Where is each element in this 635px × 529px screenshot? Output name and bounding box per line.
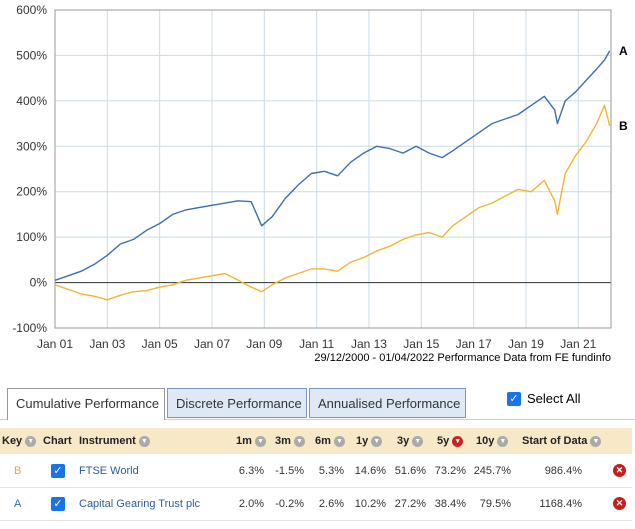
- cell-10y: 79.5%: [479, 498, 511, 510]
- chart-svg: 600% 500% 400% 300% 200% 100% 0% -100% Jan 01 Jan…: [12, 3, 628, 351]
- col-instrument[interactable]: Instrument ▼: [79, 428, 150, 454]
- x-tick-label: Jan 17: [456, 337, 492, 350]
- performance-chart: 600% 500% 400% 300% 200% 100% 0% -100% Jan 01 Jan…: [12, 3, 628, 351]
- sort-icon[interactable]: ▼: [333, 435, 345, 447]
- col-1m[interactable]: 1m ▼: [236, 428, 266, 454]
- cell-6m: 2.6%: [318, 498, 344, 510]
- x-tick-label: Jan 07: [194, 337, 230, 350]
- col-6m[interactable]: 6m ▼: [315, 428, 345, 454]
- tab-discrete-performance[interactable]: Discrete Performance: [167, 388, 307, 418]
- x-tick-label: Jan 05: [142, 337, 178, 350]
- x-tick-label: Jan 11: [299, 337, 334, 350]
- sort-icon[interactable]: ▼: [138, 435, 150, 447]
- table-row: A ✓ Capital Gearing Trust plc 2.0% -0.2%…: [0, 488, 632, 521]
- sort-icon[interactable]: ▼: [293, 435, 305, 447]
- remove-icon[interactable]: ✕: [613, 464, 626, 477]
- col-3m[interactable]: 3m ▼: [275, 428, 305, 454]
- cell-1y: 14.6%: [354, 465, 386, 477]
- cell-6m: 5.3%: [318, 465, 344, 477]
- sort-active-icon[interactable]: ▼: [452, 435, 464, 447]
- cell-1m: 6.3%: [238, 465, 264, 477]
- instrument-link[interactable]: Capital Gearing Trust plc: [79, 498, 201, 510]
- x-tick-label: Jan 09: [246, 337, 282, 350]
- cell-3y: 27.2%: [394, 498, 426, 510]
- cell-3m: -0.2%: [275, 498, 304, 510]
- table-header: Key ▼ Chart Instrument ▼ 1m ▼ 3m ▼ 6m ▼ 1y ▼ 3…: [0, 428, 632, 454]
- tab-divider: [0, 419, 635, 420]
- y-tick-label: 500%: [16, 48, 47, 62]
- cell-3y: 51.6%: [394, 465, 426, 477]
- x-tick-label: Jan 19: [508, 337, 544, 350]
- col-key[interactable]: Key ▼: [2, 428, 37, 454]
- select-all-label: Select All: [527, 391, 581, 406]
- sort-icon[interactable]: ▼: [412, 435, 424, 447]
- series-label-B: B: [619, 119, 628, 133]
- col-5y[interactable]: 5y ▼: [437, 428, 464, 454]
- series-line-A: [54, 50, 611, 281]
- select-all-control[interactable]: ✓ Select All: [507, 391, 580, 406]
- col-1y[interactable]: 1y ▼: [356, 428, 383, 454]
- plot-border: [54, 9, 612, 329]
- cell-5y: 73.2%: [434, 465, 466, 477]
- y-tick-label: -100%: [12, 321, 47, 335]
- cell-1m: 2.0%: [238, 498, 264, 510]
- series-label-A: A: [619, 44, 628, 58]
- cell-3m: -1.5%: [275, 465, 304, 477]
- tab-cumulative-performance[interactable]: Cumulative Performance: [7, 388, 165, 420]
- select-all-checkbox[interactable]: ✓: [507, 391, 521, 406]
- table-row: B ✓ FTSE World 6.3% -1.5% 5.3% 14.6% 51.…: [0, 455, 632, 488]
- y-tick-label: 400%: [16, 94, 47, 108]
- x-tick-label: Jan 03: [89, 337, 125, 350]
- row-key: A: [14, 498, 22, 510]
- instrument-link[interactable]: FTSE World: [79, 465, 139, 477]
- source-note: 29/12/2000 - 01/04/2022 Performance Data…: [314, 352, 611, 364]
- col-start-of-data[interactable]: Start of Data ▼: [522, 428, 602, 454]
- sort-icon[interactable]: ▼: [25, 435, 37, 447]
- chart-toggle-checkbox[interactable]: ✓: [51, 488, 65, 520]
- col-10y[interactable]: 10y ▼: [476, 428, 509, 454]
- y-tick-label: 0%: [30, 276, 48, 290]
- y-tick-label: 100%: [16, 230, 47, 244]
- cell-start-of-data: 986.4%: [544, 465, 582, 477]
- col-3y[interactable]: 3y ▼: [397, 428, 424, 454]
- cell-start-of-data: 1168.4%: [539, 498, 582, 510]
- sort-icon[interactable]: ▼: [371, 435, 383, 447]
- x-tick-label: Jan 15: [403, 337, 439, 350]
- tab-annualised-performance[interactable]: Annualised Performance: [309, 388, 466, 418]
- x-tick-label: Jan 13: [351, 337, 387, 350]
- cell-5y: 38.4%: [434, 498, 466, 510]
- x-tick-label: Jan 01: [37, 337, 73, 350]
- row-key: B: [14, 465, 22, 477]
- chart-toggle-checkbox[interactable]: ✓: [51, 455, 65, 487]
- cell-10y: 245.7%: [473, 465, 511, 477]
- y-tick-label: 600%: [16, 3, 47, 17]
- sort-icon[interactable]: ▼: [254, 435, 266, 447]
- sort-icon[interactable]: ▼: [497, 435, 509, 447]
- x-tick-label: Jan 21: [560, 337, 596, 350]
- cell-1y: 10.2%: [354, 498, 386, 510]
- series-line-B: [54, 104, 611, 301]
- col-chart: Chart: [43, 435, 72, 447]
- remove-icon[interactable]: ✕: [613, 497, 626, 510]
- sort-icon[interactable]: ▼: [590, 435, 602, 447]
- y-tick-label: 300%: [16, 139, 47, 153]
- y-tick-label: 200%: [16, 185, 47, 199]
